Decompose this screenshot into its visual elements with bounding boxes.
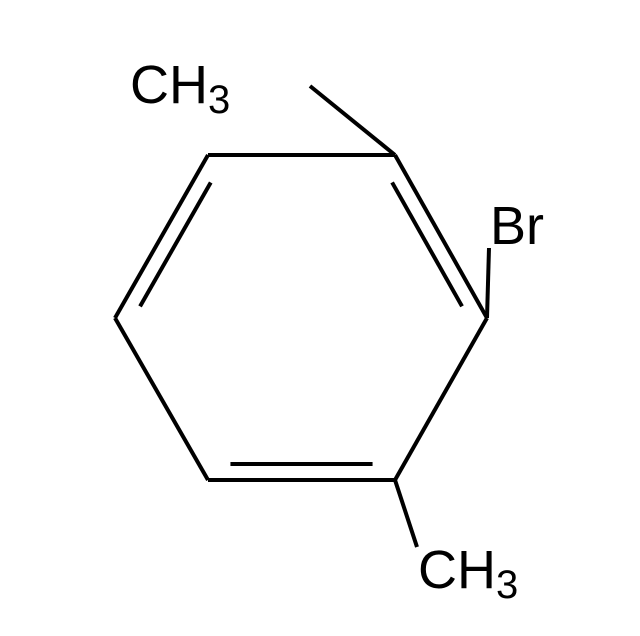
bonds-layer xyxy=(115,86,489,547)
sub-bond-2 xyxy=(395,480,417,547)
sub-bond-0 xyxy=(310,86,395,155)
methyl-top-label: CH3 xyxy=(130,55,230,122)
ring-bond-0-inner xyxy=(140,182,211,306)
ring-bond-0 xyxy=(115,155,208,318)
ring-bond-2 xyxy=(395,155,487,318)
methyl-bottom-label: CH3 xyxy=(418,540,518,607)
bromine-label-base: Br xyxy=(490,196,544,256)
sub-bond-1 xyxy=(487,248,489,318)
labels-layer: CH3BrCH3 xyxy=(130,55,544,607)
methyl-bottom-label-subscript: 3 xyxy=(496,563,518,607)
molecule-diagram: CH3BrCH3 xyxy=(0,0,640,636)
ring-bond-5 xyxy=(115,318,208,480)
methyl-top-label-subscript: 3 xyxy=(208,78,230,122)
ring-bond-2-inner xyxy=(392,182,462,306)
methyl-bottom-label-base: CH xyxy=(418,540,496,600)
ring-bond-3 xyxy=(395,318,487,480)
bromine-label: Br xyxy=(490,196,544,256)
methyl-top-label-base: CH xyxy=(130,55,208,115)
